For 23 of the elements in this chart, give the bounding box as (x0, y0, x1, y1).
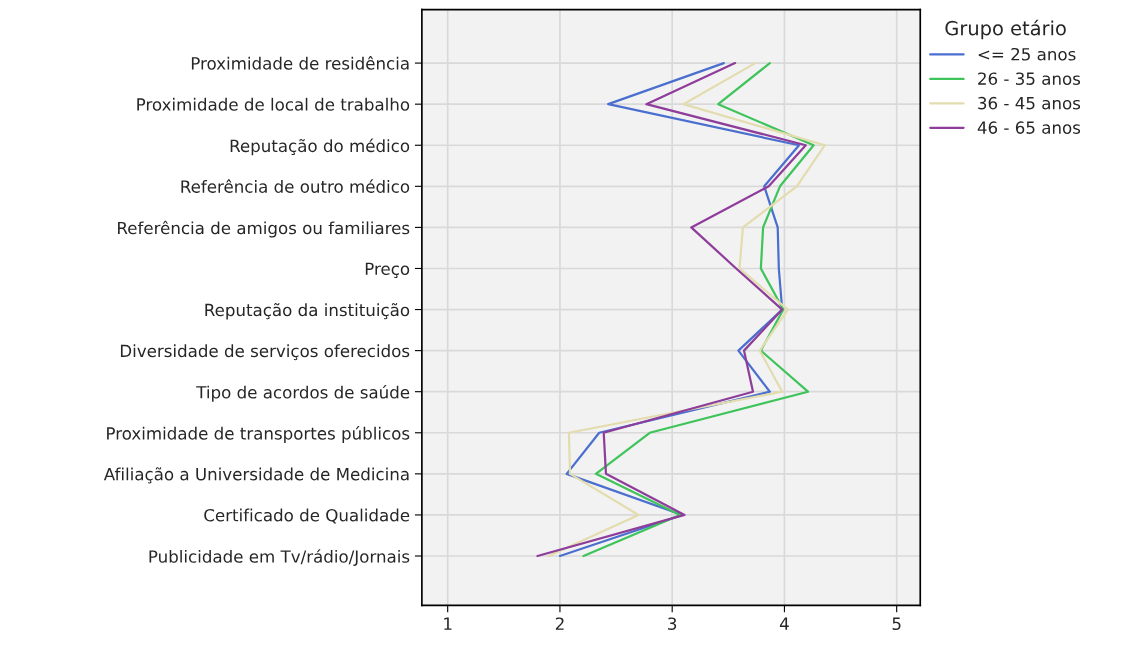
y-tick-label: Certificado de Qualidade (204, 508, 410, 524)
legend-title: Grupo etário (945, 19, 1066, 40)
y-tick-label: Reputação da instituição (205, 303, 410, 320)
y-tick-label: Referência de amigos ou familiares (118, 220, 410, 238)
x-tick-label: 2 (555, 617, 564, 630)
x-tick-label: 5 (892, 617, 901, 631)
x-tick-label: 1 (444, 617, 452, 630)
y-tick-label: Proximidade de residência (191, 56, 409, 70)
legend-label: 26 - 35 anos (978, 72, 1081, 85)
y-tick-label: Publicidade em Tv/rádio/Jornais (149, 549, 410, 566)
y-tick-label: Reputação do médico (230, 138, 410, 156)
x-tick-label: 4 (779, 617, 789, 630)
y-tick-label: Proximidade de transportes públicos (107, 426, 410, 443)
y-tick-label: Diversidade de serviços oferecidos (120, 344, 410, 361)
y-tick-label: Proximidade de local de trabalho (137, 97, 410, 111)
legend-label: <= 25 anos (978, 47, 1076, 61)
y-tick-label: Tipo de acordos de saúde (196, 385, 410, 402)
y-tick-label: Preço (365, 262, 410, 279)
legend-label: 36 - 45 anos (978, 96, 1081, 110)
y-tick-label: Referência de outro médico (181, 179, 410, 193)
y-tick-label: Afiliação a Universidade de Medicina (103, 467, 409, 484)
x-tick-label: 3 (668, 617, 677, 631)
legend-label: 46 - 65 anos (977, 121, 1081, 134)
